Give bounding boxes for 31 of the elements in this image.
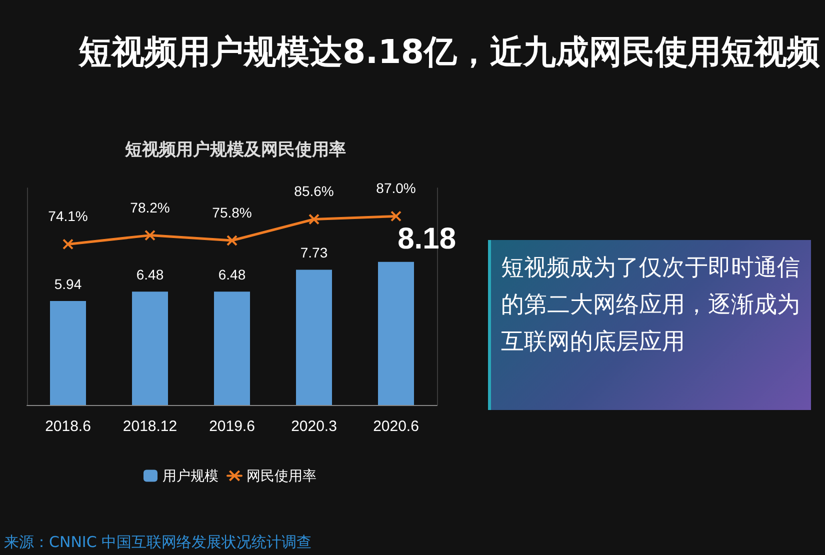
data-label: 8.18 xyxy=(398,222,456,256)
point xyxy=(144,230,156,241)
data-label: 75.8% xyxy=(212,204,252,221)
x-tick-label: 2018.12 xyxy=(122,418,178,435)
bar xyxy=(50,301,86,405)
data-label: 85.6% xyxy=(294,183,334,200)
x-tick-label: 2019.6 xyxy=(209,418,255,435)
data-label: 5.94 xyxy=(54,276,82,292)
chart-subtitle: 短视频用户规模及网民使用率 xyxy=(124,140,346,159)
source-note: 来源：CNNIC 中国互联网络发展状况统计调查 xyxy=(4,533,312,552)
legend-label: 网民使用率 xyxy=(246,468,316,484)
point xyxy=(62,238,74,250)
x-tick-label: 2020.6 xyxy=(373,418,419,435)
data-label: 7.73 xyxy=(300,244,328,261)
data-label: 6.48 xyxy=(218,266,246,283)
bar xyxy=(214,292,250,405)
x-tick-label: 2020.3 xyxy=(291,418,337,435)
data-label: 74.1% xyxy=(48,208,88,224)
data-label: 78.2% xyxy=(130,199,170,216)
data-label: 87.0% xyxy=(376,180,416,196)
point xyxy=(226,235,238,246)
bar xyxy=(296,270,332,405)
data-label: 6.48 xyxy=(136,266,164,283)
point xyxy=(390,210,402,222)
bar xyxy=(378,262,414,405)
legend-label: 用户规模 xyxy=(162,468,218,484)
text: 短视频成为了仅次于即时通信的第二大网络应用，逐渐成为互联网的底层应用 xyxy=(488,240,811,410)
bar xyxy=(132,292,168,405)
chart-title: 短视频用户规模达8.18亿，近九成网民使用短视频 xyxy=(78,31,820,73)
point xyxy=(308,214,320,225)
x-tick-label: 2018.6 xyxy=(45,418,91,435)
